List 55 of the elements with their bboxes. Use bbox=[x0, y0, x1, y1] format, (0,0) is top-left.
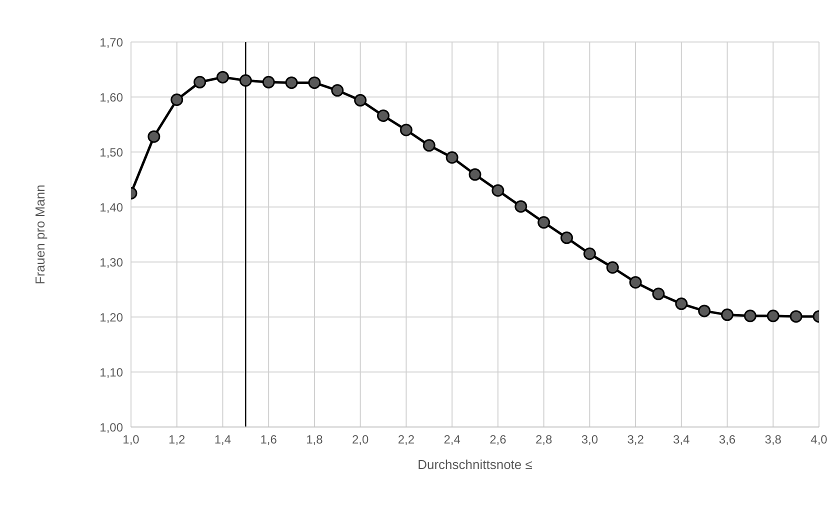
x-tick-label: 2,4 bbox=[444, 432, 461, 447]
point bbox=[606, 261, 619, 274]
point bbox=[400, 124, 412, 136]
y-tick-label: 1,50 bbox=[100, 145, 124, 160]
x-tick-label: 1,4 bbox=[214, 432, 232, 447]
point bbox=[514, 200, 528, 213]
point bbox=[698, 304, 711, 318]
x-tick-label: 2,2 bbox=[398, 432, 415, 447]
x-tick-label: 1,0 bbox=[122, 432, 140, 447]
point bbox=[721, 308, 734, 322]
point bbox=[148, 130, 160, 143]
y-tick-label: 1,10 bbox=[100, 365, 124, 380]
point bbox=[285, 76, 298, 89]
point bbox=[239, 74, 252, 87]
point bbox=[422, 139, 436, 152]
point bbox=[170, 94, 184, 106]
y-tick-label: 1,70 bbox=[100, 35, 124, 50]
y-axis-title: Frauen pro Mann bbox=[32, 184, 48, 284]
x-tick-label: 1,2 bbox=[168, 432, 186, 447]
x-axis-title: Durchschnittsnote ≤ bbox=[418, 457, 532, 472]
x-tick-label: 3,2 bbox=[627, 432, 644, 447]
point bbox=[262, 76, 275, 88]
point bbox=[766, 310, 780, 322]
point bbox=[308, 76, 321, 89]
y-tick-label: 1,00 bbox=[100, 420, 124, 434]
point bbox=[377, 109, 390, 122]
x-tick-label: 3,4 bbox=[673, 432, 690, 447]
point bbox=[331, 84, 344, 97]
x-tick-label: 2,6 bbox=[490, 432, 507, 447]
point bbox=[583, 248, 596, 260]
y-tick-label: 1,30 bbox=[100, 255, 124, 270]
x-tick-label: 4,0 bbox=[810, 432, 828, 447]
point bbox=[790, 310, 802, 323]
x-tick-label: 3,8 bbox=[764, 432, 782, 447]
y-tick-label: 1,20 bbox=[100, 310, 124, 324]
point bbox=[194, 76, 206, 88]
point bbox=[675, 298, 688, 310]
point bbox=[560, 232, 573, 244]
y-tick-label: 1,60 bbox=[100, 90, 124, 104]
x-tick-label: 1,8 bbox=[306, 432, 324, 447]
point bbox=[538, 216, 550, 229]
x-tick-label: 2,8 bbox=[535, 432, 552, 447]
point bbox=[354, 94, 367, 107]
point bbox=[629, 276, 642, 289]
point bbox=[216, 70, 229, 84]
point bbox=[744, 310, 756, 322]
x-tick-label: 2,0 bbox=[352, 432, 369, 447]
x-tick-label: 3,0 bbox=[581, 432, 598, 447]
point bbox=[652, 288, 665, 300]
x-tick-label: 3,6 bbox=[718, 432, 736, 447]
point bbox=[446, 151, 458, 164]
point bbox=[468, 168, 482, 181]
y-tick-label: 1,40 bbox=[100, 200, 124, 214]
x-tick-label: 1,6 bbox=[260, 432, 278, 447]
point bbox=[492, 184, 504, 197]
